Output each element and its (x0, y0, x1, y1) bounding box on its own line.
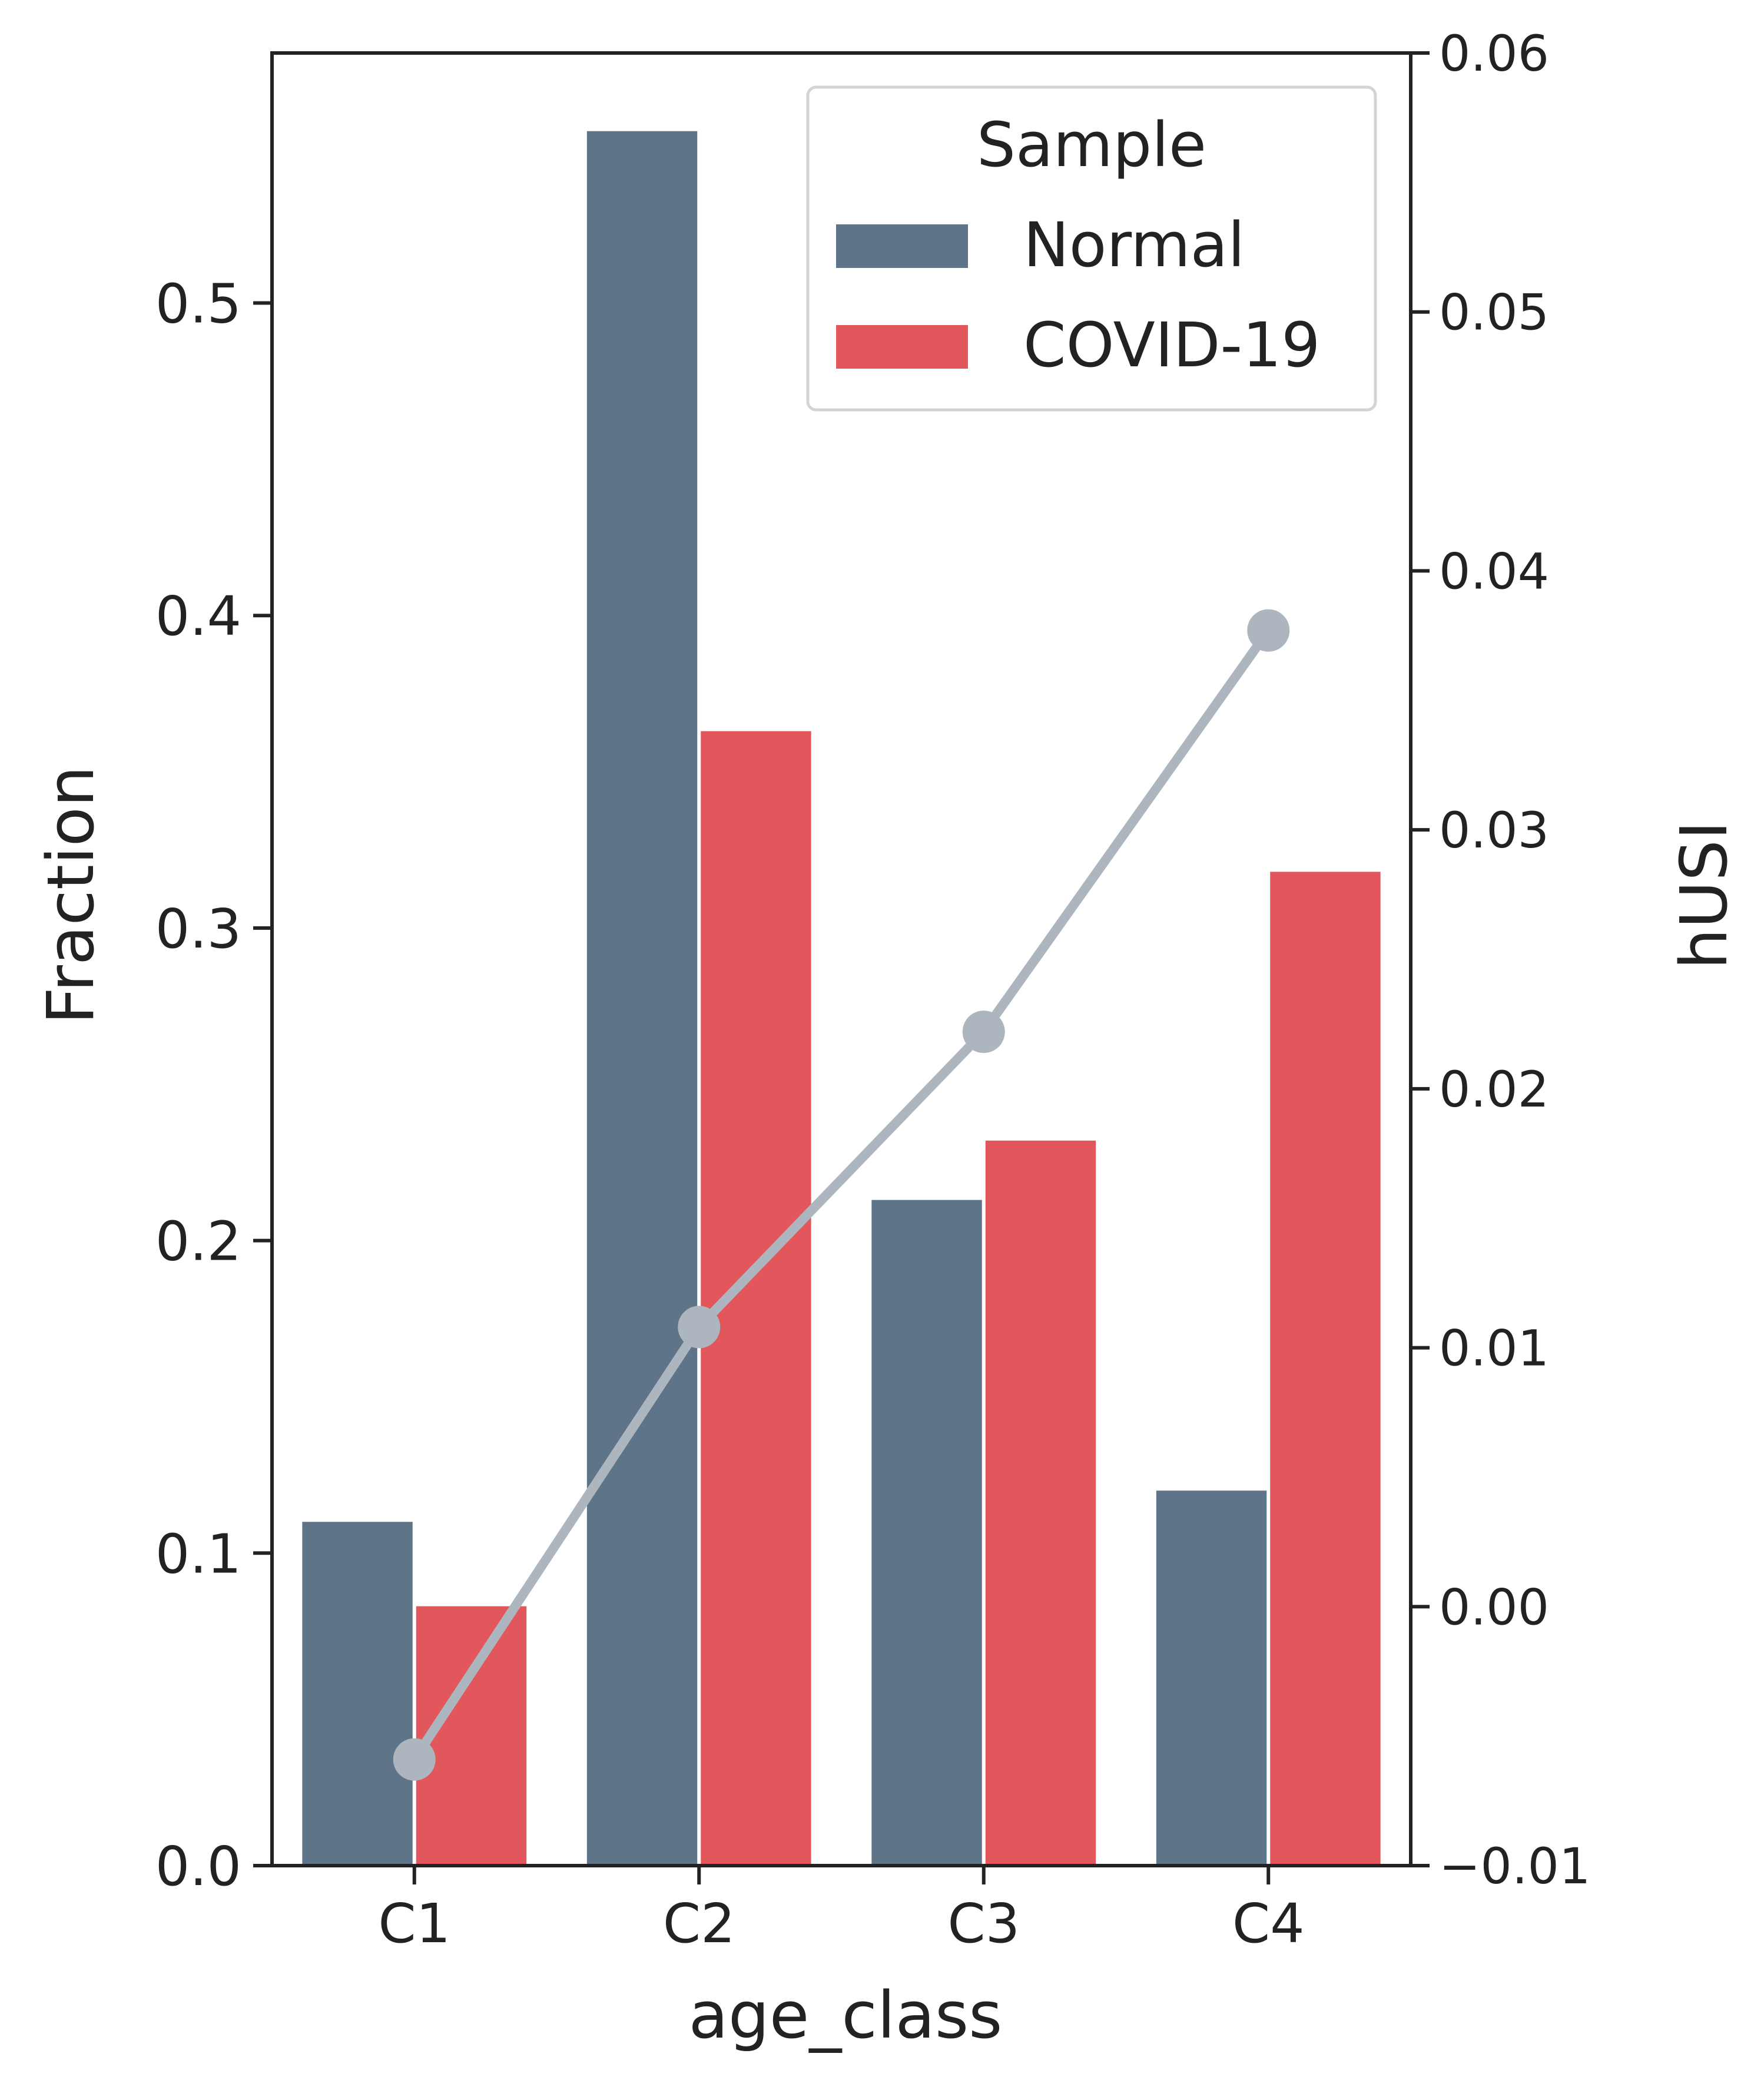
legend: Sample Normal COVID-19 (806, 85, 1377, 412)
right-y-tick-label: 0.02 (1439, 1061, 1549, 1118)
husi-point-c1 (393, 1738, 436, 1781)
left-y-tick-label: 0.2 (155, 1210, 241, 1273)
legend-swatch-normal (836, 224, 968, 268)
right-y-tick-label: −0.01 (1439, 1837, 1590, 1895)
bar-normal-c4 (1156, 1491, 1267, 1866)
left-y-tick-label: 0.5 (155, 273, 241, 336)
bar-normal-c1 (302, 1522, 413, 1866)
legend-label-covid: COVID-19 (1023, 309, 1320, 381)
right-y-axis: −0.01 0.00 0.01 0.02 0.03 0.04 0.05 0.06 (1411, 25, 1590, 1895)
right-y-tick-label: 0.03 (1439, 801, 1549, 859)
left-y-tick-label: 0.4 (155, 585, 241, 648)
left-y-axis-title: Fraction (33, 766, 108, 1024)
right-y-tick-label: 0.01 (1439, 1320, 1549, 1377)
left-y-tick-label: 0.0 (155, 1835, 241, 1898)
husi-line-path (410, 627, 1272, 1763)
plot-frame (270, 51, 1412, 1867)
right-y-tick-label: 0.05 (1439, 284, 1549, 342)
x-axis-title: age_class (689, 1978, 1003, 2053)
x-tick-label-c4: C4 (1232, 1892, 1305, 1955)
left-y-tick-label: 0.1 (155, 1522, 241, 1585)
plot-border (270, 51, 1412, 1867)
right-y-tick-label: 0.04 (1439, 542, 1549, 600)
x-tick-label-c1: C1 (378, 1892, 450, 1955)
bar-normal-c3 (871, 1200, 982, 1866)
bar-covid-19-c2 (701, 731, 811, 1866)
bar-covid-19-c4 (1270, 872, 1381, 1866)
x-tick-label-c2: C2 (663, 1892, 735, 1955)
husi-line (393, 609, 1290, 1781)
right-y-tick-label: 0.00 (1439, 1578, 1549, 1636)
left-y-axis: 0.0 0.1 0.2 0.3 0.4 0.5 (155, 273, 272, 1898)
husi-point-c2 (678, 1306, 721, 1349)
right-y-axis-title: hUSI (1666, 821, 1742, 970)
left-y-tick-label: 0.3 (155, 897, 241, 960)
husi-point-c3 (962, 1011, 1005, 1054)
husi-point-c4 (1247, 609, 1290, 652)
x-tick-label-c3: C3 (947, 1892, 1020, 1955)
bar-normal-c2 (586, 131, 698, 1866)
legend-title: Sample (977, 109, 1206, 181)
x-axis: C1 C2 C3 C4 (378, 1866, 1305, 1955)
legend-label-normal: Normal (1023, 209, 1245, 281)
legend-swatch-covid (836, 325, 968, 369)
right-y-tick-label: 0.06 (1439, 25, 1549, 82)
bar-covid-19-c3 (985, 1140, 1096, 1866)
